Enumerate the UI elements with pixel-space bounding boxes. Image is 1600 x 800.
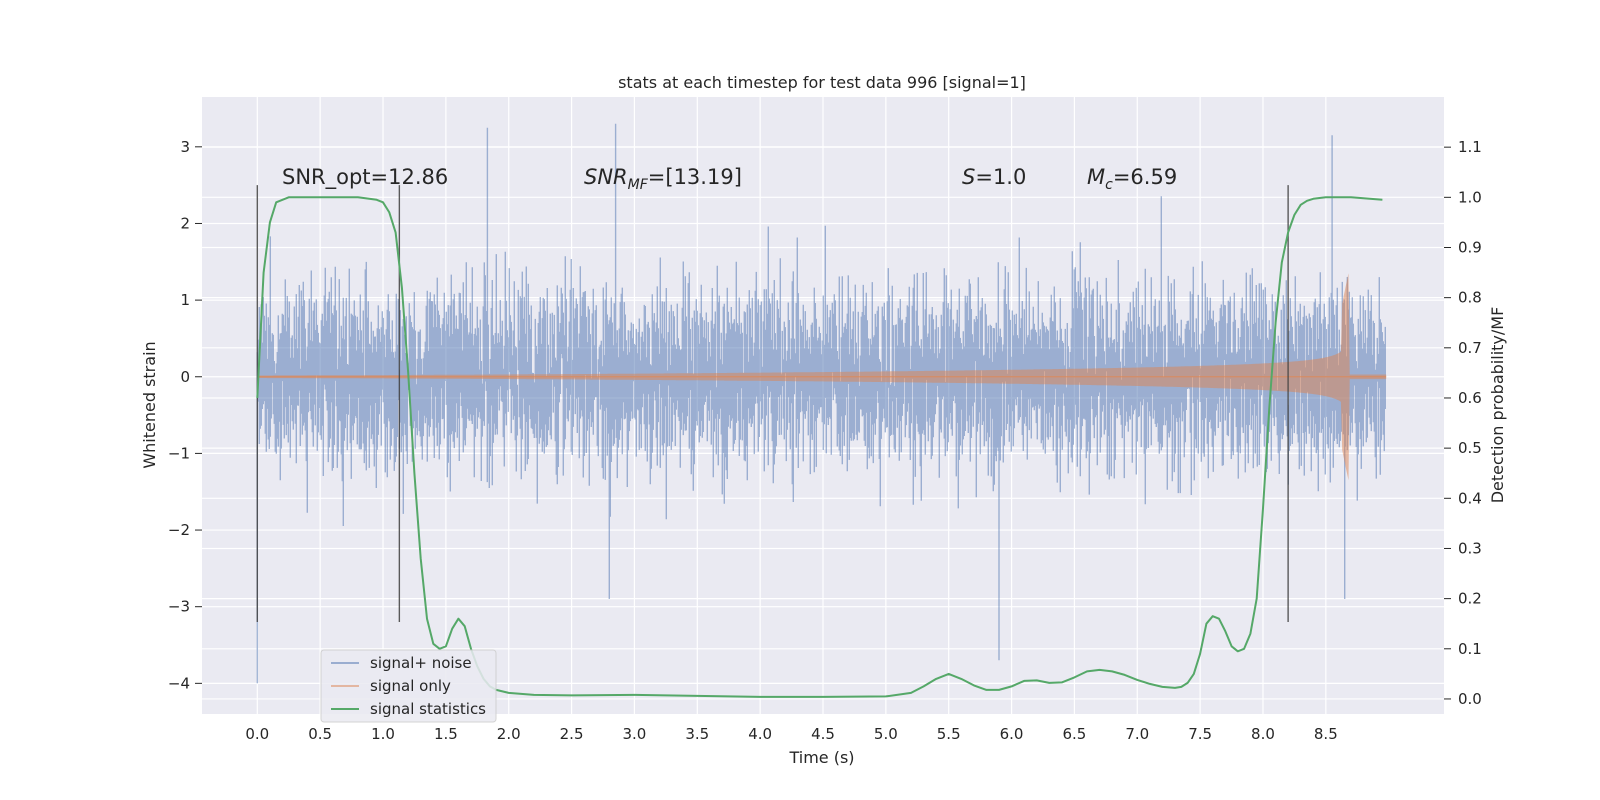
annotation-mc: Mc=6.59 [1087, 165, 1177, 193]
x-tick-label: 4.0 [748, 725, 772, 743]
x-tick-label: 3.5 [685, 725, 709, 743]
mc-var: M [1087, 165, 1105, 189]
y2-tick-label: 0.7 [1458, 339, 1482, 357]
y-tick-label: −3 [168, 598, 190, 616]
x-tick-label: 5.0 [874, 725, 898, 743]
legend-label-noise: signal+ noise [370, 654, 472, 672]
annotation-snr-mf: SNRMF=[13.19] [584, 165, 742, 193]
y2-tick-label: 0.6 [1458, 389, 1482, 407]
y2-tick-label: 0.0 [1458, 690, 1482, 708]
y-tick-label: 2 [180, 214, 190, 232]
chart-title: stats at each timestep for test data 996… [618, 73, 1026, 92]
y2-tick-label: 0.3 [1458, 539, 1482, 557]
mc-sub: c [1105, 177, 1113, 193]
y2-tick-label: 0.9 [1458, 238, 1482, 256]
y2-tick-label: 0.8 [1458, 289, 1482, 307]
annotation-snr-opt: SNR_opt=12.86 [282, 165, 448, 190]
y2-tick-label: 0.5 [1458, 439, 1482, 457]
x-tick-label: 2.5 [560, 725, 584, 743]
x-axis-title: Time (s) [788, 748, 854, 767]
y2-tick-label: 1.1 [1458, 138, 1482, 156]
y2-tick-labels: 1.1 1.0 0.9 0.8 0.7 0.6 0.5 0.4 0.3 0.2 0.1 0.0 [1444, 138, 1482, 708]
statistics-line [256, 196, 1383, 698]
annotation-s: S=1.0 [962, 165, 1026, 189]
x-tick-label: 7.0 [1125, 725, 1149, 743]
x-tick-label: 8.5 [1314, 725, 1338, 743]
x-tick-label: 0.0 [245, 725, 269, 743]
snr-mf-sub: MF [628, 177, 649, 193]
y-tick-label: 3 [180, 138, 190, 156]
y-tick-label: −2 [168, 521, 190, 539]
legend: signal+ noise signal only signal statist… [320, 649, 497, 723]
x-tick-label: 7.5 [1188, 725, 1212, 743]
x-tick-label: 1.5 [434, 725, 458, 743]
x-tick-label: 3.0 [623, 725, 647, 743]
y-tick-label: 1 [180, 291, 190, 309]
mc-value: =6.59 [1113, 165, 1177, 189]
x-tick-label: 6.5 [1062, 725, 1086, 743]
x-tick-label: 8.0 [1251, 725, 1275, 743]
snr-mf-value: =[13.19] [648, 165, 742, 189]
y2-tick-label: 0.4 [1458, 489, 1482, 507]
signal-only-series [257, 273, 1387, 481]
y2-tick-label: 0.2 [1458, 590, 1482, 608]
y2-tick-label: 0.1 [1458, 640, 1482, 658]
legend-label-signal: signal only [370, 677, 451, 695]
x-tick-label: 5.5 [937, 725, 961, 743]
y-tick-label: −4 [168, 674, 190, 692]
x-tick-label: 6.0 [1000, 725, 1024, 743]
legend-label-stats: signal statistics [370, 700, 486, 718]
x-tick-label: 2.0 [497, 725, 521, 743]
y-axis-title: Whitened strain [140, 341, 159, 468]
legend-box [320, 649, 497, 723]
y-tick-label: 0 [180, 368, 190, 386]
s-var: S [962, 165, 975, 189]
s-value: =1.0 [975, 165, 1026, 189]
x-tick-label: 4.5 [811, 725, 835, 743]
x-tick-labels: 0.0 0.5 1.0 1.5 2.0 2.5 3.0 3.5 4.0 4.5 5.0 5.5 6.0 6… [245, 725, 1337, 743]
x-tick-label: 0.5 [308, 725, 332, 743]
snr-mf-main: SNR [584, 165, 628, 189]
y-tick-labels: 3 2 1 0 −1 −2 −3 −4 [168, 138, 202, 692]
y2-axis-title: Detection probability/MF [1488, 307, 1507, 504]
x-tick-label: 1.0 [371, 725, 395, 743]
y2-tick-label: 1.0 [1458, 188, 1482, 206]
signal-statistics-series [256, 196, 1383, 698]
y-tick-label: −1 [168, 444, 190, 462]
